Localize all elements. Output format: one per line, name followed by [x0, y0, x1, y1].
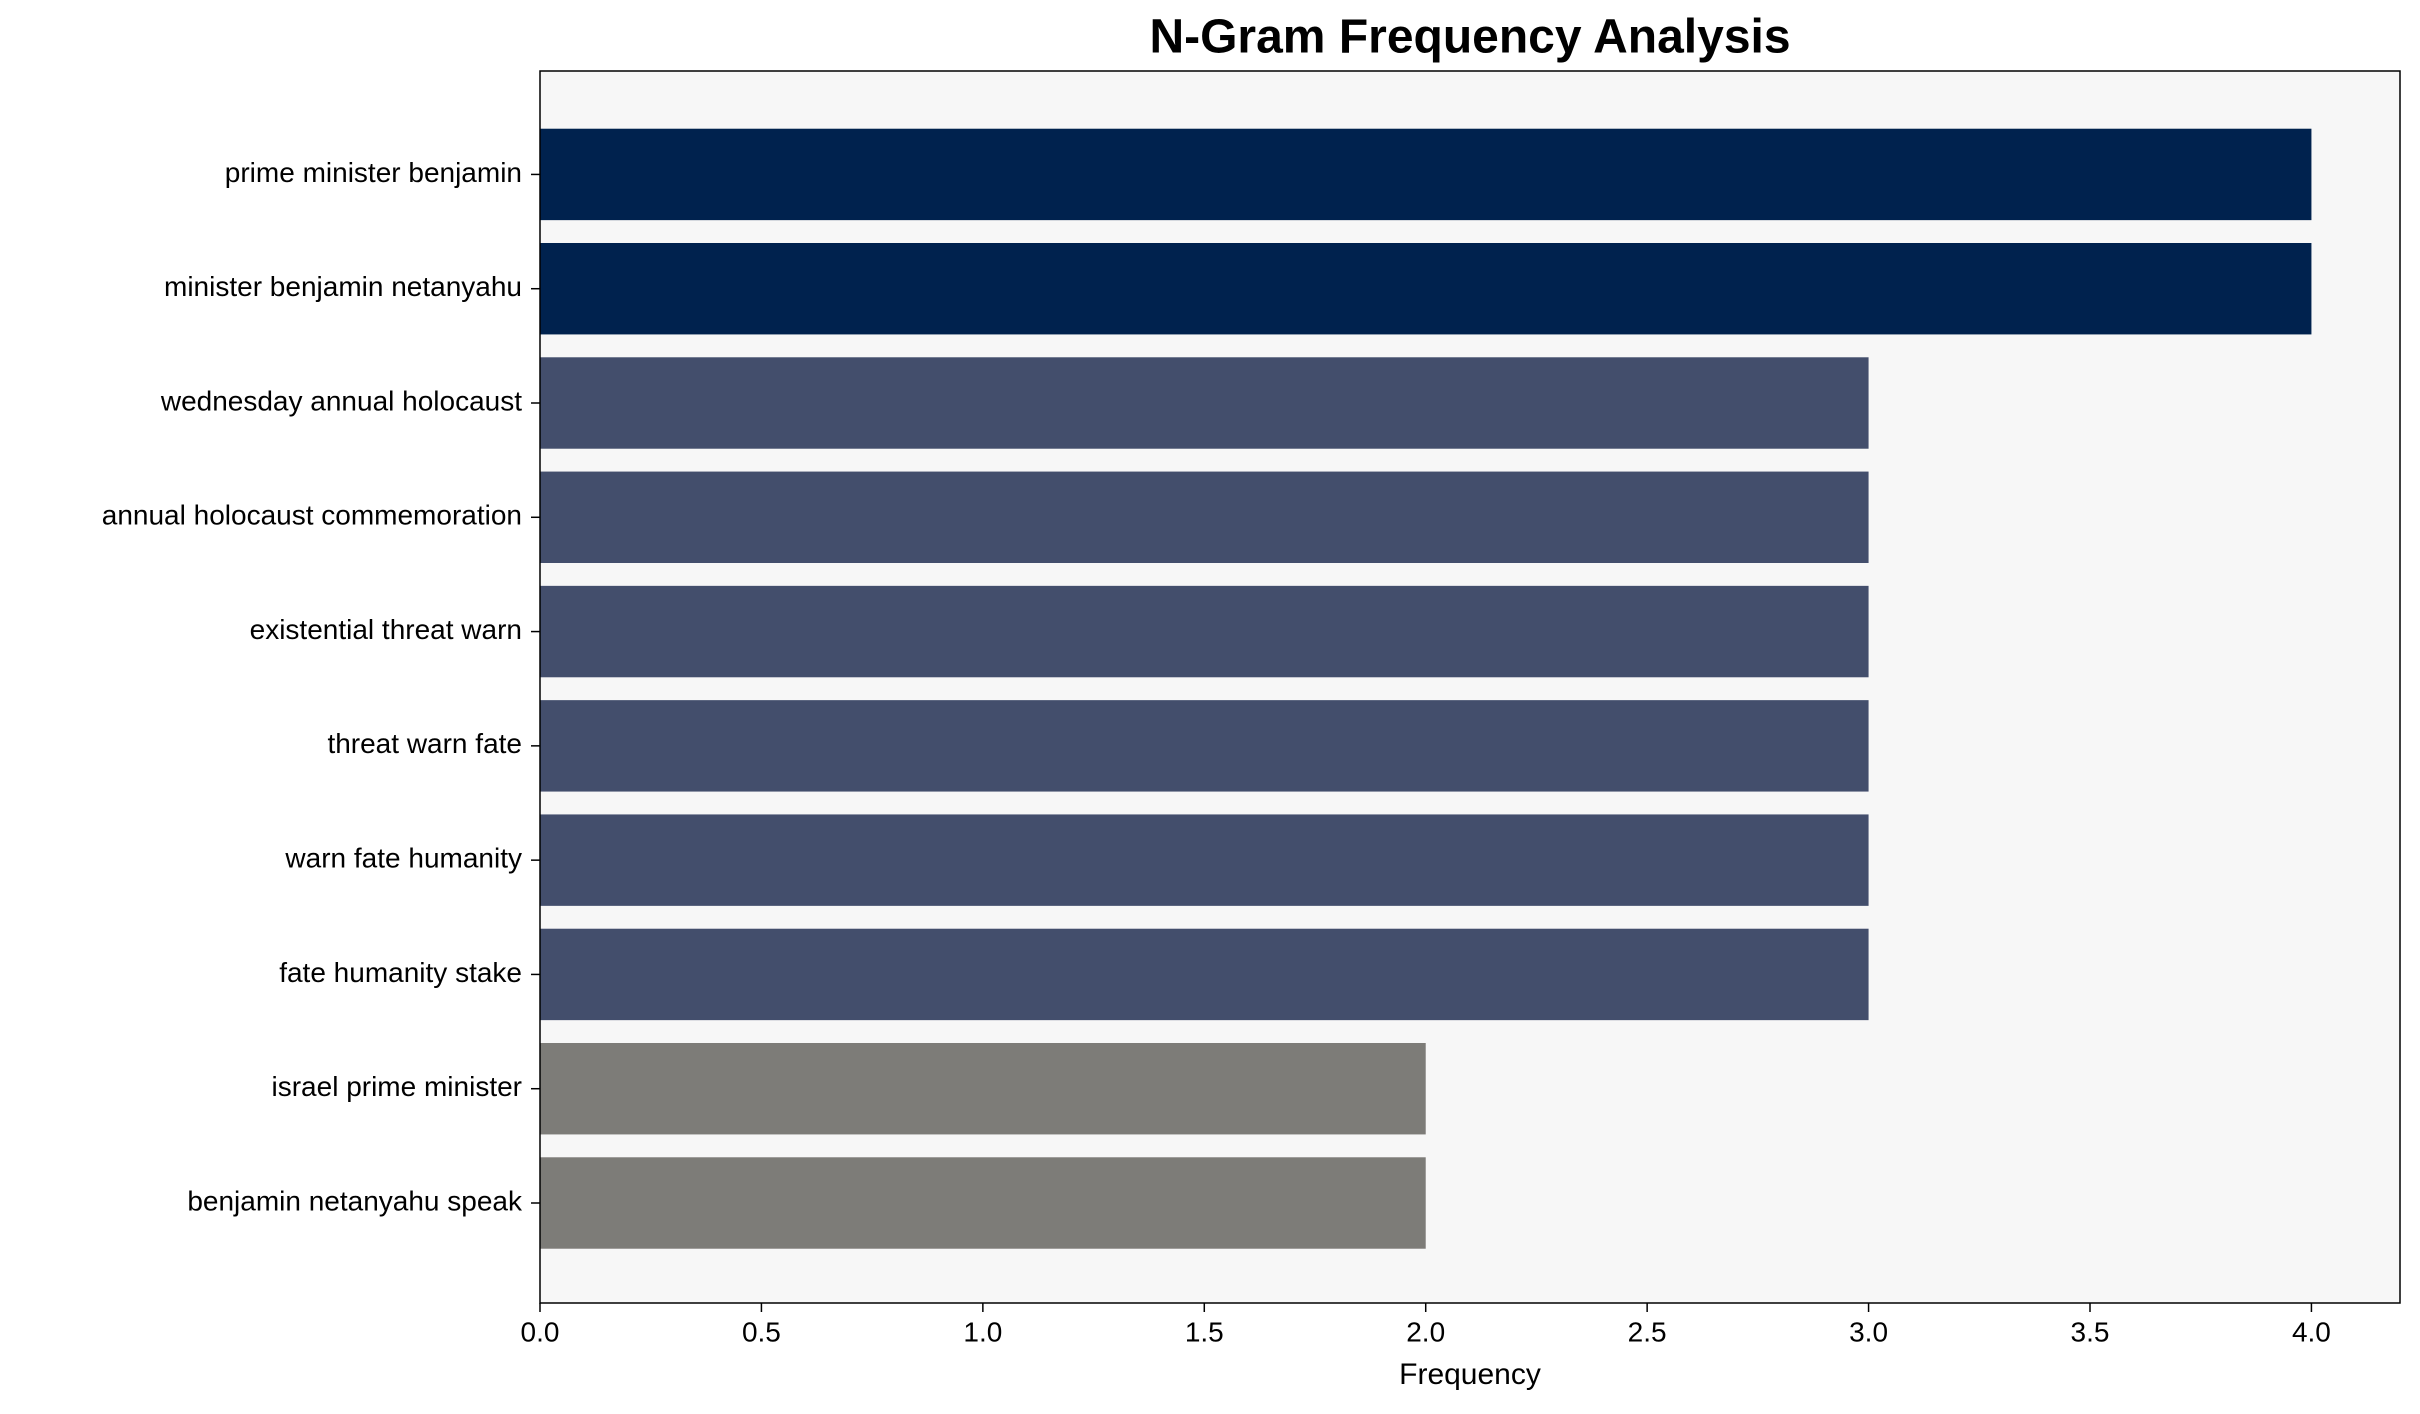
- y-tick-label: minister benjamin netanyahu: [164, 271, 522, 302]
- plot-frame: [539, 70, 2401, 1304]
- bar: [540, 585, 1869, 678]
- y-tick-label: fate humanity stake: [279, 957, 522, 988]
- x-tick-label: 2.0: [1406, 1316, 1445, 1347]
- x-tick-label: 3.5: [2071, 1316, 2110, 1347]
- y-tick-label: annual holocaust commemoration: [102, 500, 522, 531]
- x-tick-label: 2.5: [1628, 1316, 1667, 1347]
- y-tick-label: threat warn fate: [327, 728, 522, 759]
- bar: [540, 243, 2312, 335]
- bar: [540, 928, 1869, 1021]
- bar: [540, 128, 2312, 221]
- bar: [540, 1157, 1426, 1249]
- y-tick-label: prime minister benjamin: [225, 157, 522, 188]
- x-tick-label: 1.5: [1185, 1316, 1224, 1347]
- x-tick-label: 1.0: [963, 1316, 1002, 1347]
- bar: [540, 471, 1869, 563]
- y-tick-label: israel prime minister: [272, 1071, 523, 1102]
- bar: [540, 1043, 1426, 1135]
- bar: [540, 700, 1869, 792]
- y-tick-label: benjamin netanyahu speak: [187, 1185, 523, 1216]
- chart-title: N-Gram Frequency Analysis: [1149, 11, 1790, 64]
- x-axis-label: Frequency: [1399, 1358, 1541, 1391]
- x-tick-label: 4.0: [2292, 1316, 2331, 1347]
- y-tick-label: warn fate humanity: [284, 843, 522, 874]
- x-tick-label: 0.5: [742, 1316, 781, 1347]
- x-tick-label: 3.0: [1849, 1316, 1888, 1347]
- x-tick-label: 0.0: [521, 1316, 560, 1347]
- y-tick-label: existential threat warn: [250, 614, 522, 645]
- y-tick-label: wednesday annual holocaust: [160, 385, 522, 416]
- bar: [540, 814, 1869, 906]
- bar: [540, 357, 1869, 449]
